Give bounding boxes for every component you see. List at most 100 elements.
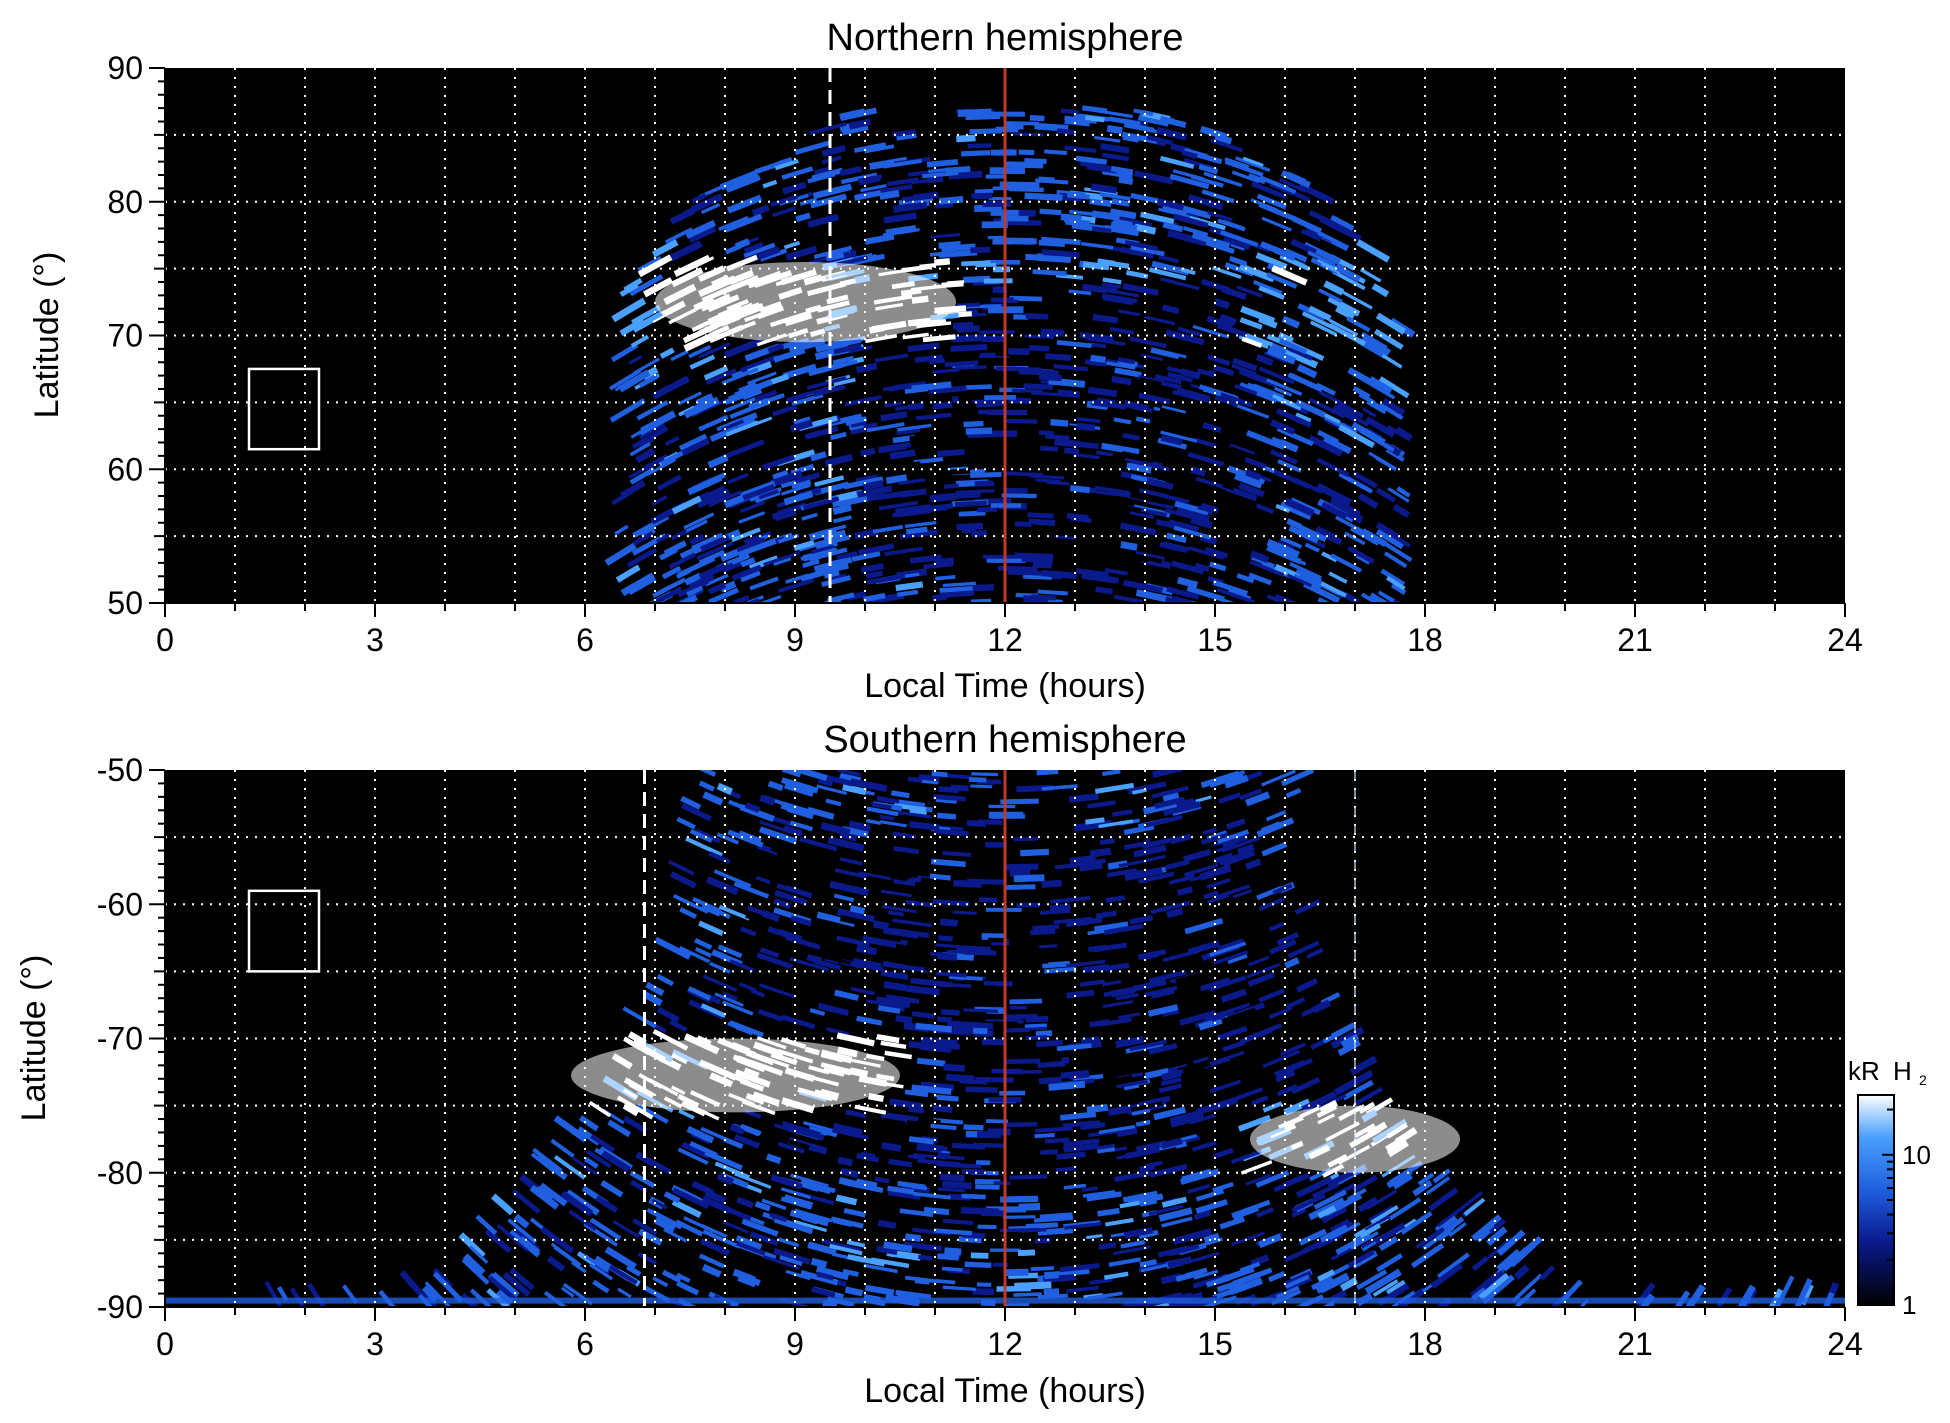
emission-streak: [1101, 1017, 1132, 1027]
emission-streak: [1293, 477, 1323, 494]
emission-streak: [612, 1220, 640, 1239]
emission-streak: [943, 1063, 965, 1072]
emission-streak: [886, 1112, 920, 1122]
emission-streak: [1036, 770, 1059, 776]
emission-streak: [735, 1235, 763, 1250]
emission-streak: [1266, 538, 1300, 559]
emission-streak: [1196, 505, 1214, 516]
emission-streak: [1024, 158, 1047, 164]
emission-streak: [1066, 512, 1089, 521]
emission-streak: [1108, 116, 1141, 127]
emission-streak: [1120, 1240, 1146, 1249]
emission-streak: [540, 1226, 575, 1254]
emission-streak: [781, 777, 819, 794]
emission-streak: [1311, 1181, 1340, 1199]
emission-streak: [1196, 999, 1217, 1010]
emission-streak: [1158, 1207, 1193, 1222]
emission-streak: [1471, 1287, 1487, 1301]
emission-streak: [1214, 133, 1233, 145]
emission-streak: [806, 376, 847, 390]
emission-streak: [1300, 1004, 1323, 1018]
emission-streak: [672, 893, 709, 914]
emission-streak: [781, 166, 814, 180]
emission-streak: [589, 1217, 622, 1241]
emission-streak: [1280, 536, 1303, 549]
emission-streak: [687, 225, 717, 244]
emission-streak: [1356, 1269, 1388, 1290]
emission-streak: [1033, 1215, 1074, 1223]
emission-streak: [937, 1152, 965, 1161]
x-tick-label: 6: [576, 1326, 594, 1362]
emission-streak: [1364, 1214, 1391, 1232]
emission-streak: [718, 904, 751, 921]
grid-north: [165, 68, 1845, 603]
emission-streak: [855, 362, 878, 374]
emission-streak: [1032, 460, 1070, 466]
x-tick-label: 15: [1197, 622, 1233, 658]
emission-streak: [1153, 1106, 1187, 1121]
emission-streak: [886, 177, 920, 187]
emission-streak: [1172, 1227, 1213, 1245]
emission-streak: [714, 992, 744, 1008]
emission-streak: [866, 806, 899, 817]
emission-streak: [661, 565, 682, 580]
emission-streak: [1161, 1196, 1188, 1208]
emission-streak: [920, 1081, 955, 1091]
emission-streak: [743, 241, 764, 254]
emission-streak: [1300, 229, 1322, 242]
emission-streak: [656, 1006, 680, 1023]
emission-streak: [795, 212, 811, 223]
emission-streak: [1225, 818, 1246, 830]
emission-streak: [808, 1126, 838, 1139]
emission-streak: [1124, 1146, 1161, 1159]
emission-streak: [947, 1020, 983, 1030]
emission-streak: [1024, 1023, 1048, 1028]
emission-streak: [688, 573, 715, 591]
emission-streak: [1013, 874, 1045, 883]
emission-streak: [855, 474, 879, 484]
emission-streak: [1328, 220, 1362, 242]
emission-streak: [1138, 1080, 1162, 1093]
emission-streak: [1124, 866, 1163, 881]
emission-streak: [845, 416, 868, 427]
emission-streak: [1157, 437, 1188, 450]
emission-streak: [920, 396, 953, 407]
emission-streak: [1087, 800, 1116, 809]
emission-streak: [1126, 513, 1157, 526]
emission-streak: [1075, 155, 1108, 165]
emission-streak: [654, 936, 692, 960]
emission-streak: [1004, 471, 1043, 477]
emission-streak: [722, 1000, 754, 1016]
emission-streak: [1244, 791, 1271, 807]
emission-streak: [689, 354, 716, 370]
emission-streak: [1147, 837, 1172, 848]
emission-streak: [1193, 1269, 1219, 1280]
emission-streak: [876, 866, 913, 879]
emission-streak: [1062, 1120, 1094, 1129]
emission-streak: [1359, 1223, 1381, 1239]
emission-streak: [1373, 328, 1404, 350]
emission-streak: [1066, 192, 1090, 200]
emission-streak: [1250, 550, 1270, 564]
emission-streak: [683, 1216, 715, 1233]
emission-streak: [611, 489, 633, 506]
emission-streak: [1103, 923, 1144, 935]
emission-streak: [811, 167, 844, 181]
emission-streak: [923, 561, 954, 570]
emission-streak: [726, 194, 763, 214]
emission-streak: [1030, 928, 1056, 936]
emission-streak: [1291, 1193, 1326, 1213]
emission-streak: [971, 1027, 988, 1035]
emission-streak: [1146, 560, 1163, 568]
emission-streak: [840, 172, 878, 185]
emission-streak: [1000, 798, 1039, 805]
emission-streak: [631, 425, 669, 450]
emission-streak: [1038, 430, 1055, 436]
panel-north: Northern hemisphere 0 3 6 9 12 15 18 21 24506070…: [28, 17, 1863, 705]
emission-streak: [691, 193, 724, 213]
emission-streak: [1080, 1122, 1106, 1131]
emission-streak: [826, 774, 854, 787]
emission-streak: [1221, 836, 1261, 853]
emission-streak: [835, 490, 858, 502]
emission-streak: [816, 1271, 834, 1281]
